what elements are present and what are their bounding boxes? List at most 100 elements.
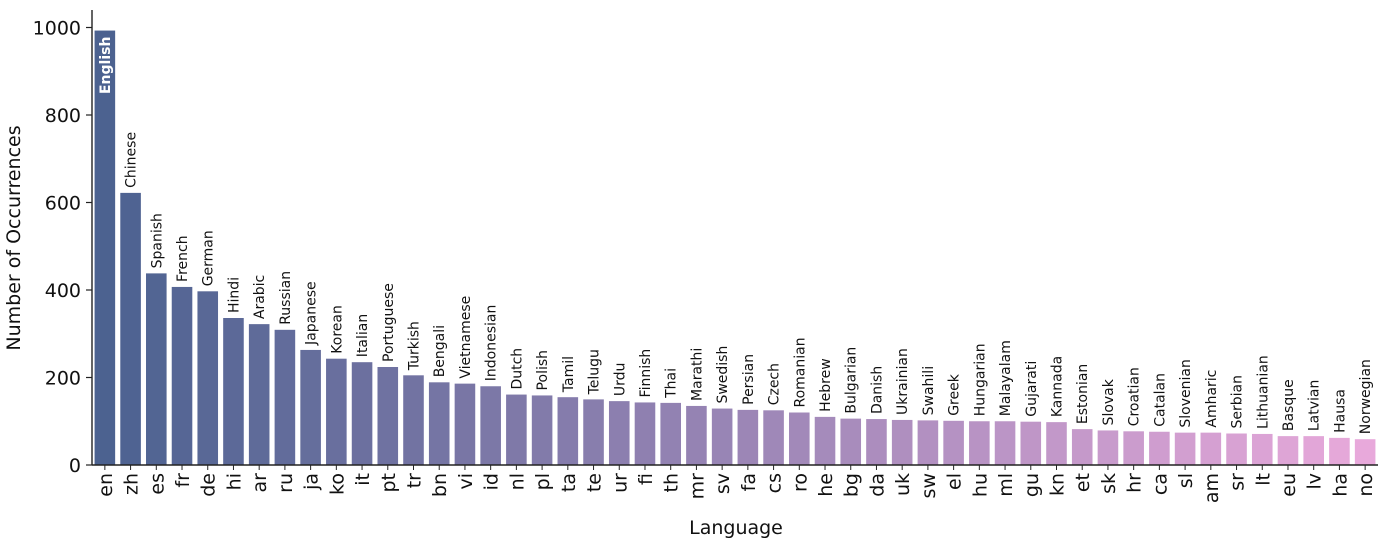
x-tick-label-fr: fr — [172, 473, 194, 488]
bar-hr — [1123, 431, 1144, 465]
bar-label-ml: Malayalam — [998, 340, 1014, 416]
x-tick-label-ml: ml — [995, 473, 1017, 497]
bar-it — [351, 362, 373, 465]
bar-label-cs: Czech — [767, 363, 783, 405]
bar-lv — [1303, 436, 1324, 466]
bar-gu — [1020, 421, 1042, 465]
bar-label-ta: Tamil — [561, 356, 577, 393]
bar-label-nl: Dutch — [509, 348, 525, 390]
bar-lt — [1251, 433, 1273, 465]
x-tick-label-th: th — [661, 473, 683, 493]
bar-label-ru: Russian — [278, 271, 294, 325]
y-tick-label-200: 200 — [45, 368, 81, 390]
x-tick-label-sl: sl — [1175, 473, 1197, 488]
x-tick-label-nl: nl — [506, 473, 528, 490]
bar-nl — [506, 394, 527, 465]
bar-label-eu: Basque — [1281, 379, 1297, 431]
x-tick-label-pt: pt — [378, 473, 400, 493]
bar-label-fa: Persian — [741, 354, 757, 405]
x-tick-label-tr: tr — [404, 473, 426, 488]
bar-label-it: Italian — [355, 314, 371, 357]
x-tick-label-sr: sr — [1227, 473, 1249, 491]
bar-sv — [711, 408, 733, 465]
x-tick-label-ko: ko — [326, 473, 348, 495]
bar-label-pt: Portuguese — [381, 283, 397, 362]
bar-pt — [377, 367, 399, 465]
bar-label-te: Telugu — [587, 349, 603, 395]
bar-da — [866, 419, 887, 465]
x-tick-label-no: no — [1355, 473, 1377, 497]
bar-zh — [120, 192, 141, 466]
bar-vi — [454, 383, 476, 466]
x-tick-label-ar: ar — [249, 473, 271, 493]
x-tick-label-fa: fa — [738, 473, 760, 491]
x-tick-label-vi: vi — [455, 473, 477, 490]
bar-label-kn: Kannada — [1050, 356, 1066, 417]
x-tick-label-ru: ru — [275, 473, 297, 493]
x-tick-label-hi: hi — [223, 473, 245, 490]
bar-label-bn: Bengali — [432, 325, 448, 377]
bar-ja — [300, 349, 321, 465]
x-tick-label-zh: zh — [121, 473, 143, 495]
bar-fi — [634, 402, 656, 465]
bar-label-sr: Serbian — [1230, 375, 1246, 428]
x-tick-label-kn: kn — [1047, 473, 1069, 496]
y-tick-label-400: 400 — [45, 280, 81, 302]
bar-label-fr: French — [175, 235, 191, 282]
bar-sw — [917, 420, 939, 466]
bar-sl — [1174, 432, 1196, 466]
bar-label-pl: Polish — [535, 350, 551, 390]
x-tick-label-lv: lv — [1304, 473, 1326, 490]
bar-label-th: Thai — [664, 368, 680, 399]
bar-label-uk: Ukrainian — [895, 348, 911, 415]
x-tick-label-uk: uk — [892, 473, 914, 496]
x-tick-label-lt: lt — [1252, 473, 1274, 486]
x-tick-label-id: id — [481, 473, 503, 490]
bar-label-lv: Latvian — [1307, 380, 1323, 432]
x-tick-label-ur: ur — [609, 473, 631, 493]
bar-label-da: Danish — [869, 366, 885, 414]
x-tick-label-ja: ja — [301, 473, 323, 491]
x-tick-label-mr: mr — [686, 473, 708, 500]
bar-en — [94, 30, 116, 466]
y-tick-label-1000: 1000 — [33, 18, 81, 40]
x-tick-label-he: he — [815, 473, 837, 497]
bar-et — [1071, 429, 1093, 466]
bar-label-he: Hebrew — [818, 358, 834, 412]
bar-ha — [1329, 437, 1350, 466]
bars — [94, 30, 1376, 466]
x-tick-label-am: am — [1201, 473, 1223, 503]
x-tick-label-sk: sk — [1098, 473, 1120, 494]
bar-pl — [531, 395, 553, 465]
bar-label-hu: Hungarian — [972, 343, 988, 416]
bar-bn — [428, 382, 450, 465]
x-tick-label-en: en — [95, 473, 117, 497]
bar-label-en: English — [98, 37, 114, 94]
x-tick-label-cs: cs — [764, 473, 786, 493]
bar-label-sw: Swahili — [921, 366, 937, 415]
bar-am — [1200, 432, 1222, 466]
bar-label-ha: Hausa — [1332, 389, 1348, 433]
bar-ar — [248, 324, 270, 466]
bar-fr — [171, 286, 193, 465]
bar-label-bg: Bulgarian — [844, 347, 860, 414]
bar-sk — [1097, 430, 1119, 465]
bar-label-sk: Slovak — [1101, 378, 1117, 425]
axes: en zh es fr de hi ar ru ja ko it pt tr bn vi id nl pl ta te… — [33, 10, 1378, 503]
bar-label-lt: Lithuanian — [1255, 355, 1271, 429]
bar-de — [197, 291, 219, 465]
x-tick-label-sv: sv — [712, 473, 734, 494]
x-tick-label-bn: bn — [429, 473, 451, 497]
x-tick-label-hr: hr — [1124, 473, 1146, 493]
bar-ru — [274, 329, 296, 465]
bar-label-et: Estonian — [1075, 364, 1091, 424]
bar-label-hr: Croatian — [1127, 367, 1143, 426]
x-tick-label-ha: ha — [1329, 473, 1351, 497]
x-tick-label-da: da — [866, 473, 888, 497]
y-tick-label-0: 0 — [69, 455, 81, 477]
bar-hi — [223, 318, 244, 465]
x-tick-label-es: es — [146, 473, 168, 495]
bar-fa — [737, 409, 759, 466]
x-tick-label-ca: ca — [1149, 473, 1171, 495]
